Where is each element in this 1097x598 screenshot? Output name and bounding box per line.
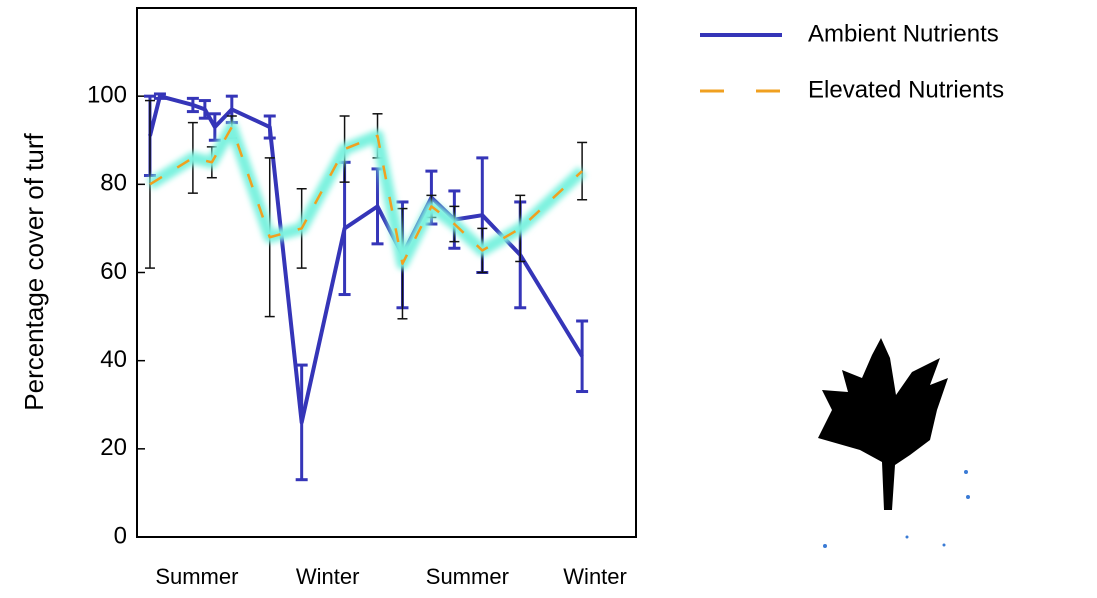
- error-bar: [144, 99, 155, 269]
- y-tick-label: 80: [100, 170, 127, 197]
- x-tick-label: Summer: [155, 564, 238, 589]
- series-line: [149, 125, 583, 265]
- y-tick-label: 0: [114, 522, 127, 549]
- x-tick-label: Winter: [563, 564, 627, 589]
- x-tick-label: Winter: [296, 564, 360, 589]
- plot-frame: [136, 7, 637, 538]
- y-tick-label: 20: [100, 434, 127, 461]
- tree-icon: [818, 338, 970, 548]
- x-tick-label: Summer: [426, 564, 509, 589]
- series-line: [148, 94, 584, 425]
- y-tick-label: 60: [100, 258, 127, 285]
- y-tick-label: 100: [87, 82, 127, 109]
- legend-label: Elevated Nutrients: [808, 76, 1004, 103]
- y-axis-label: Percentage cover of turf: [19, 132, 49, 410]
- y-tick-label: 40: [100, 346, 127, 373]
- legend-label: Ambient Nutrients: [808, 20, 999, 47]
